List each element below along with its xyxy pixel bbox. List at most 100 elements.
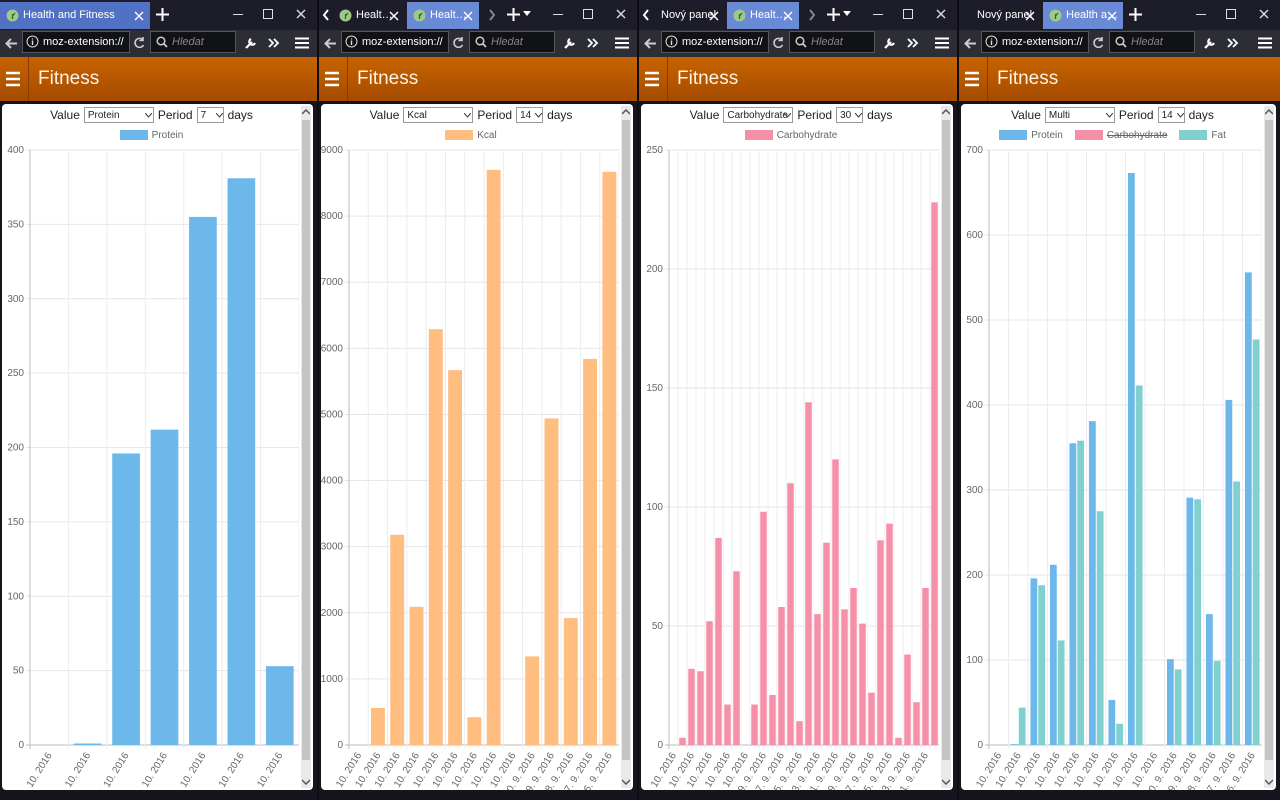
lines [295,37,309,49]
lens [156,36,166,46]
app-menu[interactable] [325,71,339,87]
new-tab[interactable] [827,8,840,21]
reload[interactable] [452,37,464,49]
period-select[interactable]: 30 [836,107,864,123]
new-tab[interactable] [507,8,520,21]
minimize[interactable] [1196,14,1206,16]
tab-scroll-right[interactable] [807,8,817,22]
tab[interactable]: Health a… [1043,2,1123,29]
overflow[interactable] [907,38,919,48]
tab[interactable]: Health and Fitness [0,2,150,29]
scroll-up[interactable] [622,109,630,115]
minimize[interactable] [553,14,563,16]
period-select[interactable]: 14 [516,107,544,123]
tab-close[interactable] [389,11,399,21]
minimize[interactable] [233,14,243,16]
tab-close[interactable] [709,11,719,21]
scroll-thumb[interactable] [302,120,310,760]
scroll-down[interactable] [942,779,950,785]
new-tab[interactable] [1129,8,1142,21]
scroll-down[interactable] [1265,779,1273,785]
tab[interactable]: Healt… [333,2,405,29]
scroll-thumb[interactable] [622,120,630,760]
back[interactable] [644,37,657,50]
close-window[interactable] [296,9,306,19]
tab[interactable]: Nový panel [969,2,1041,29]
url-field[interactable]: moz-extension:// [661,31,769,53]
tab-list[interactable] [523,11,531,17]
tab-scroll-right[interactable] [487,8,497,22]
app-menu[interactable] [6,71,20,87]
tools[interactable] [883,36,897,50]
value-select[interactable]: Protein [83,107,154,123]
overflow[interactable] [587,38,599,48]
value-select[interactable]: Kcal [403,107,474,123]
legend-item[interactable]: Protein [119,130,183,141]
period-label: Period [1118,108,1154,122]
period-select[interactable]: 14 [1157,107,1185,123]
url-field[interactable]: moz-extension:// [341,31,449,53]
tab-scroll-left[interactable] [641,8,651,22]
legend-item[interactable]: Fat [1179,130,1226,141]
favicon [733,9,746,22]
bar [189,216,217,745]
maximize[interactable] [903,9,913,19]
legend-item[interactable]: Carbohydrate [1074,130,1167,141]
tab-close[interactable] [783,11,793,21]
overflow[interactable] [268,38,280,48]
legend-item[interactable]: Kcal [445,130,497,141]
tab-close[interactable] [1107,11,1117,21]
tools[interactable] [563,36,577,50]
maximize[interactable] [583,9,593,19]
url-field[interactable]: moz-extension:// [22,31,130,53]
search-field[interactable]: Hledat [150,31,236,53]
scroll-down[interactable] [622,779,630,785]
tab-close[interactable] [1025,11,1035,21]
menu[interactable] [615,37,629,49]
close-window[interactable] [616,9,626,19]
menu[interactable] [295,37,309,49]
reload[interactable] [772,37,784,49]
reload[interactable] [1092,37,1104,49]
value-select[interactable]: Carbohydrate [723,107,794,123]
close-window[interactable] [1259,9,1269,19]
search-field[interactable]: Hledat [789,31,875,53]
legend-item[interactable]: Protein [999,130,1063,141]
menu[interactable] [935,37,949,49]
scroll-up[interactable] [302,109,310,115]
scroll-thumb[interactable] [1265,120,1273,760]
period-select[interactable]: 7 [196,107,224,123]
reload[interactable] [133,37,145,49]
tab[interactable]: Nový panel [653,2,725,29]
menu[interactable] [1258,37,1272,49]
scroll-up[interactable] [1265,109,1273,115]
scroll-up[interactable] [942,109,950,115]
url-field[interactable]: moz-extension:// [981,31,1089,53]
tab-close[interactable] [134,11,144,21]
close-window[interactable] [936,9,946,19]
scroll-down[interactable] [302,779,310,785]
tab[interactable]: Healt… [407,2,479,29]
back[interactable] [5,37,18,50]
tab-list[interactable] [843,11,851,17]
tools[interactable] [1203,36,1217,50]
scroll-thumb[interactable] [942,120,950,760]
maximize[interactable] [1226,9,1236,19]
tab-scroll-left[interactable] [321,8,331,22]
search-field[interactable]: Hledat [1109,31,1195,53]
app-menu[interactable] [965,71,979,87]
new-tab[interactable] [156,8,169,21]
tab[interactable]: Healt… [727,2,799,29]
tab-close[interactable] [463,11,473,21]
minimize[interactable] [873,14,883,16]
overflow[interactable] [1227,38,1239,48]
back[interactable] [324,37,337,50]
maximize[interactable] [263,9,273,19]
tools[interactable] [244,36,258,50]
search-field[interactable]: Hledat [469,31,555,53]
value-select[interactable]: Multi [1044,107,1115,123]
legend-item[interactable]: Carbohydrate [744,130,837,141]
header-divider [347,57,348,101]
back[interactable] [964,37,977,50]
app-menu[interactable] [645,71,659,87]
